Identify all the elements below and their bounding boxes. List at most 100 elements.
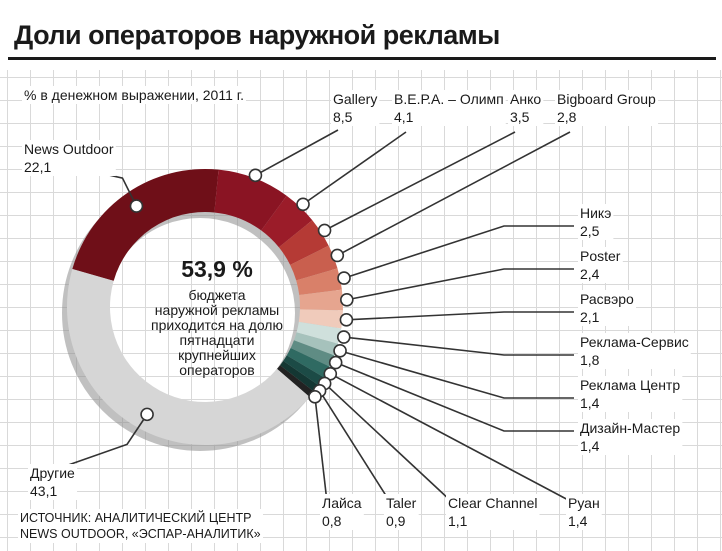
leader-line-bigboard-group: [336, 131, 571, 257]
slice-marker-poster: [340, 292, 354, 307]
label-name-operator-3: Анко: [510, 91, 541, 107]
leader-line-operator-14: [314, 396, 328, 503]
source-note: ИСТОЧНИК: АНАЛИТИЧЕСКИЙ ЦЕНТР NEWS OUTDO…: [18, 509, 263, 543]
label-background: [578, 247, 623, 283]
label-background: [320, 494, 364, 530]
leader-line-poster: [346, 268, 574, 301]
slice-operator-14: [277, 365, 315, 397]
center-line-1: бюджета: [188, 287, 245, 303]
label-value-operator-15: 43,1: [30, 483, 57, 499]
slice-marker-operator-3: [317, 223, 332, 238]
slice-marker-operator-8: [336, 330, 351, 344]
label-name-operator-2: В.Е.Р.А. – Олимп: [394, 91, 504, 107]
slice-marker-bigboard-group: [330, 248, 345, 263]
slice-marker-gallery: [248, 168, 263, 183]
slice-marker-news-outdoor: [129, 199, 144, 213]
label-background: [392, 90, 506, 126]
label-name-operator-7: Расвэро: [580, 291, 634, 307]
label-value-taler: 0,9: [386, 513, 406, 529]
leader-line-operator-10: [335, 361, 574, 432]
label-value-operator-2: 4,1: [394, 109, 414, 125]
label-name-clear-channel: Clear Channel: [448, 495, 538, 511]
leader-line-operator-15: [53, 413, 148, 471]
label-background: [508, 90, 544, 126]
source-line-1: ИСТОЧНИК: АНАЛИТИЧЕСКИЙ ЦЕНТР: [20, 511, 252, 525]
label-background: [578, 419, 683, 455]
center-line-2: наружной рекламы: [155, 302, 279, 318]
label-background: [28, 464, 78, 500]
label-value-poster: 2,4: [580, 266, 600, 282]
leader-line-operator-5: [343, 225, 574, 279]
label-value-news-outdoor: 22,1: [24, 159, 51, 175]
slice-marker-operator-2: [296, 197, 310, 212]
leader-line-operator-2: [302, 131, 407, 205]
leader-line-taler: [318, 390, 391, 503]
label-value-clear-channel: 1,1: [448, 513, 468, 529]
label-background: [331, 90, 380, 126]
label-value-operator-14: 0,8: [322, 513, 342, 529]
label-value-operator-5: 2,5: [580, 223, 600, 239]
leader-line-operator-3: [324, 131, 516, 232]
label-name-gallery: Gallery: [333, 91, 377, 107]
label-background: [384, 494, 419, 530]
slice-gallery: [214, 169, 287, 231]
slice-taler: [280, 360, 319, 392]
slice-marker-operator-15: [140, 407, 154, 422]
slice-labels: News Outdoor 22,1 Gallery 8,5 В.Е.Р.А. – Оли…: [22, 90, 691, 530]
slice-bigboard-group: [290, 245, 338, 281]
label-name-operator-8: Реклама-Сервис: [580, 334, 689, 350]
slice-operator-7: [298, 309, 343, 329]
slice-operator-3: [278, 220, 329, 265]
slice-poster: [299, 289, 344, 311]
slice-operator-9: [293, 332, 339, 356]
center-line-6: операторов: [179, 362, 254, 378]
slice-operator-11: [286, 347, 330, 378]
slice-marker-operator-14: [308, 390, 322, 404]
slice-marker-operator-7: [339, 313, 354, 327]
label-value-operator-7: 2,1: [580, 309, 600, 325]
label-name-operator-9: Реклама Центр: [580, 377, 680, 393]
slice-news-outdoor: [72, 169, 219, 281]
slice-operator-10: [290, 340, 335, 367]
label-name-operator-10: Дизайн-Мастер: [580, 420, 680, 436]
leader-lines: [53, 129, 574, 503]
slice-marker-operator-5: [337, 271, 351, 285]
center-line-4: пятнадцати: [180, 332, 255, 348]
slice-operator-15: [66, 268, 310, 446]
label-name-news-outdoor: News Outdoor: [24, 141, 114, 157]
center-line-3: приходится на долю: [151, 317, 283, 333]
slice-clear-channel: [283, 355, 324, 386]
label-name-operator-5: Никэ: [580, 205, 611, 221]
label-name-operator-11: Руан: [568, 495, 600, 511]
leader-line-operator-11: [329, 373, 573, 503]
slice-operator-8: [296, 321, 342, 344]
label-background: [555, 90, 659, 126]
chart-subtitle: % в денежном выражении, 2011 г.: [22, 86, 247, 104]
label-background: [578, 376, 683, 412]
slice-markers: [129, 168, 354, 422]
label-name-taler: Taler: [386, 495, 417, 511]
label-background: [566, 494, 602, 530]
chart-title: Доли операторов наружной рекламы: [8, 10, 716, 60]
label-value-operator-9: 1,4: [580, 395, 600, 411]
label-value-operator-8: 1,8: [580, 352, 600, 368]
label-name-bigboard-group: Bigboard Group: [557, 91, 656, 107]
slice-marker-operator-10: [328, 355, 343, 370]
label-name-poster: Poster: [580, 248, 621, 264]
label-background: [578, 290, 637, 326]
label-value-gallery: 8,5: [333, 109, 353, 125]
leader-line-gallery: [255, 129, 339, 177]
center-value: 53,9 %: [181, 256, 253, 282]
label-value-bigboard-group: 2,8: [557, 109, 577, 125]
leader-line-clear-channel: [324, 382, 453, 503]
label-value-operator-10: 1,4: [580, 438, 600, 454]
leader-line-operator-8: [343, 336, 574, 356]
donut-slices: [66, 169, 344, 446]
leader-line-operator-7: [346, 311, 574, 321]
center-line-5: крупнейших: [178, 347, 256, 363]
leader-line-operator-9: [339, 350, 574, 399]
label-background: [446, 494, 540, 530]
